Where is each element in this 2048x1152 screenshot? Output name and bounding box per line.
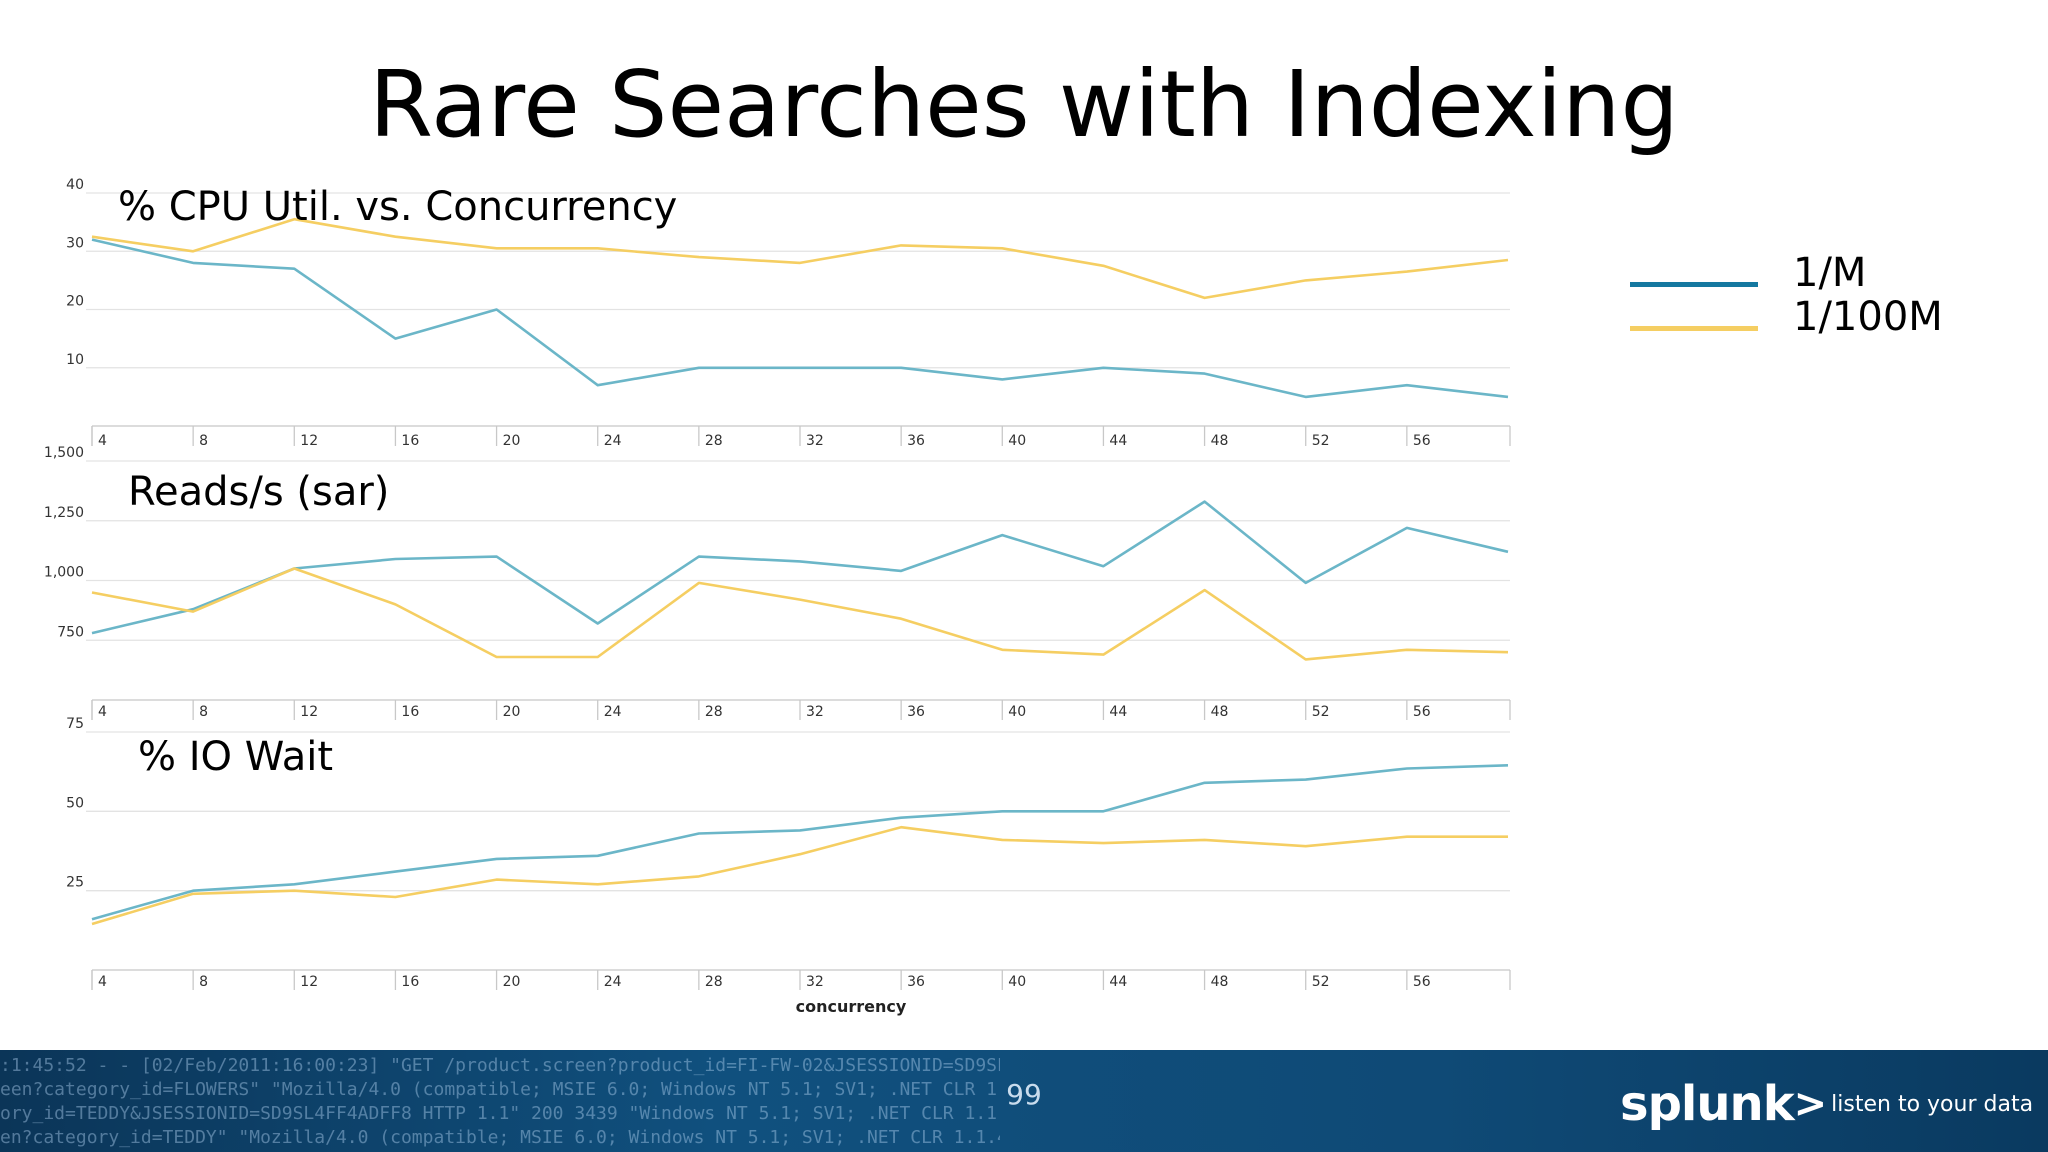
y-tick-label: 1,500 <box>44 445 84 461</box>
legend-swatch-1-100m <box>1630 326 1758 331</box>
logo-tagline: listen to your data <box>1831 1091 2034 1117</box>
x-tick-label: 36 <box>907 704 925 720</box>
x-tick-label: 20 <box>503 433 521 449</box>
logo-arrow-icon: > <box>1793 1081 1828 1127</box>
y-tick-label: 750 <box>57 624 84 640</box>
log-line: een?category_id=FLOWERS" "Mozilla/4.0 (c… <box>0 1079 1000 1100</box>
chart-panel-title: % CPU Util. vs. Concurrency <box>118 184 677 230</box>
y-tick-label: 30 <box>66 235 84 251</box>
x-tick-label: 32 <box>806 433 824 449</box>
x-tick-label: 52 <box>1312 974 1330 990</box>
x-tick-label: 16 <box>401 974 419 990</box>
x-tick-label: 20 <box>503 704 521 720</box>
legend-label-1-100m: 1/100M <box>1793 294 1943 340</box>
series-line-1m <box>91 238 1509 399</box>
legend-label-1m: 1/M <box>1793 250 1867 296</box>
y-tick-label: 10 <box>66 352 84 368</box>
x-tick-label: 12 <box>300 704 318 720</box>
log-line: :1:45:52 - - [02/Feb/2011:16:00:23] "GET… <box>0 1055 1000 1076</box>
series-line-1m <box>91 500 1509 635</box>
x-tick-label: 12 <box>300 974 318 990</box>
x-tick-label: 48 <box>1211 433 1229 449</box>
x-tick-label: 28 <box>705 974 723 990</box>
x-tick-label: 16 <box>401 433 419 449</box>
x-tick-label: 12 <box>300 433 318 449</box>
x-tick-label: 8 <box>199 974 208 990</box>
x-tick-label: 4 <box>98 704 107 720</box>
x-tick-label: 56 <box>1413 974 1431 990</box>
chart-panel-title: % IO Wait <box>138 734 333 780</box>
x-tick-label: 8 <box>199 704 208 720</box>
series-line-1-100m <box>91 567 1509 661</box>
x-tick-label: 44 <box>1109 704 1127 720</box>
log-line: en?category_id=TEDDY" "Mozilla/4.0 (comp… <box>0 1127 1000 1148</box>
logo-word: splunk <box>1620 1076 1795 1132</box>
x-tick-label: 16 <box>401 704 419 720</box>
x-tick-label: 28 <box>705 704 723 720</box>
log-line: ory_id=TEDDY&JSESSIONID=SD9SL4FF4ADFF8 H… <box>0 1103 1000 1124</box>
footer-log-background: :1:45:52 - - [02/Feb/2011:16:00:23] "GET… <box>0 1054 1000 1150</box>
x-tick-label: 56 <box>1413 433 1431 449</box>
x-tick-label: 4 <box>98 433 107 449</box>
y-tick-label: 75 <box>66 716 84 732</box>
y-tick-label: 1,000 <box>44 565 84 581</box>
y-tick-label: 20 <box>66 294 84 310</box>
x-tick-label: 24 <box>604 974 622 990</box>
legend-swatch-1m <box>1630 282 1758 287</box>
x-tick-label: 24 <box>604 433 622 449</box>
y-tick-label: 40 <box>66 177 84 193</box>
series-line-1-100m <box>91 825 1508 926</box>
x-tick-label: 36 <box>907 974 925 990</box>
x-tick-label: 40 <box>1008 433 1026 449</box>
series-line-1-100m <box>91 217 1509 300</box>
slide-title: Rare Searches with Indexing <box>369 51 1679 158</box>
series-line-1m <box>91 764 1509 921</box>
page-number: 99 <box>1006 1078 1042 1111</box>
chart-panel-title: Reads/s (sar) <box>128 469 389 515</box>
x-tick-label: 4 <box>98 974 107 990</box>
y-tick-label: 25 <box>66 875 84 891</box>
x-axis-title: concurrency <box>796 997 907 1016</box>
x-tick-label: 48 <box>1211 704 1229 720</box>
x-tick-label: 28 <box>705 433 723 449</box>
x-tick-label: 36 <box>907 433 925 449</box>
x-tick-label: 44 <box>1109 433 1127 449</box>
x-tick-label: 52 <box>1312 704 1330 720</box>
x-tick-label: 48 <box>1211 974 1229 990</box>
y-tick-label: 1,250 <box>44 505 84 521</box>
x-tick-label: 40 <box>1008 974 1026 990</box>
footer-bar: :1:45:52 - - [02/Feb/2011:16:00:23] "GET… <box>0 1050 2048 1152</box>
x-tick-label: 32 <box>806 704 824 720</box>
x-tick-label: 24 <box>604 704 622 720</box>
x-tick-label: 40 <box>1008 704 1026 720</box>
x-tick-label: 56 <box>1413 704 1431 720</box>
splunk-logo: splunk> listen to your data <box>1620 1076 2033 1132</box>
x-tick-label: 32 <box>806 974 824 990</box>
x-tick-label: 20 <box>503 974 521 990</box>
x-tick-label: 52 <box>1312 433 1330 449</box>
y-tick-label: 50 <box>66 795 84 811</box>
x-tick-label: 44 <box>1109 974 1127 990</box>
x-tick-label: 8 <box>199 433 208 449</box>
